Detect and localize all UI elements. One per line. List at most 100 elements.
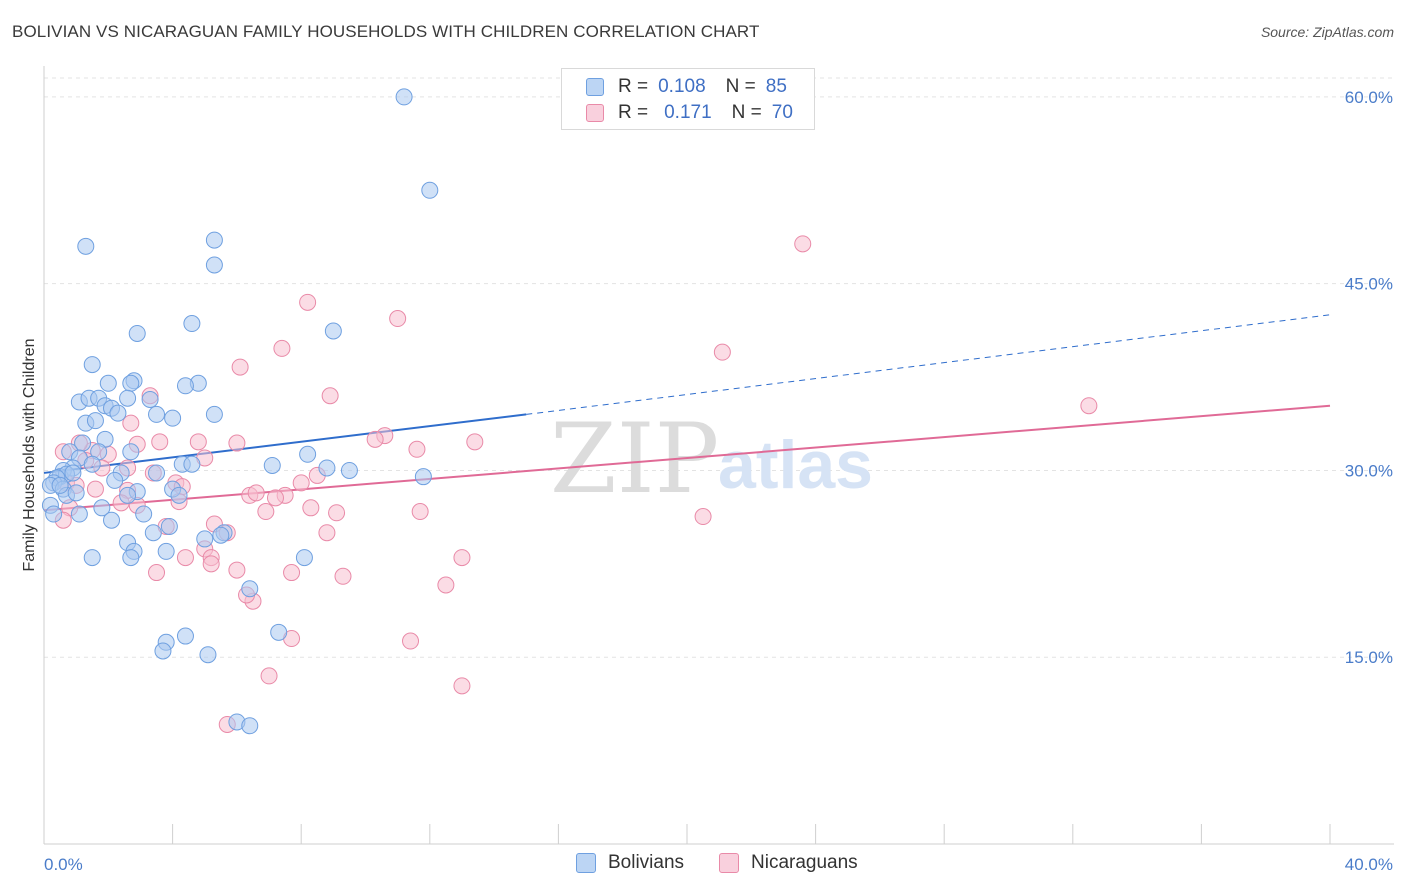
y-tick-labels: 15.0% 30.0% 45.0% 60.0%	[1345, 88, 1393, 667]
nicaraguan-point	[231, 358, 249, 376]
nicaraguan-point	[228, 561, 246, 579]
trend-line-bolivians	[43, 413, 527, 474]
bolivian-point	[414, 468, 432, 486]
nicaraguan-point	[437, 576, 455, 594]
bolivian-point	[103, 511, 121, 529]
nicaraguan-point	[334, 567, 352, 585]
nicaraguan-point	[366, 430, 384, 448]
nicaraguan-point	[453, 677, 471, 695]
bolivian-point	[270, 623, 288, 641]
nicaraguan-point	[794, 235, 812, 253]
chart-title: BOLIVIAN VS NICARAGUAN FAMILY HOUSEHOLDS…	[12, 22, 760, 41]
bolivian-point	[67, 484, 85, 502]
bolivian-point	[154, 642, 172, 660]
legend-n-value: 70	[771, 102, 793, 123]
nicaraguan-point	[176, 549, 194, 567]
x-ticks	[43, 824, 1331, 844]
legend-n-label: N =	[731, 102, 762, 123]
bolivian-point	[148, 464, 166, 482]
series-bolivians	[41, 88, 439, 735]
bolivian-point	[205, 405, 223, 423]
bolivian-point	[106, 471, 124, 489]
nicaraguan-point	[453, 549, 471, 567]
bolivian-point	[241, 717, 259, 735]
bolivian-point	[83, 356, 101, 374]
nicaraguan-point	[257, 503, 275, 521]
x-tick-labels: 0.0% 40.0%	[44, 855, 1393, 874]
trend-line-bolivians-extension	[526, 314, 1331, 415]
bottom-legend-nicaraguans: Nicaraguans	[719, 852, 858, 874]
bolivian-point	[324, 322, 342, 340]
y-tick-label: 30.0%	[1345, 461, 1393, 480]
bolivian-point	[83, 455, 101, 473]
legend: R = 0.108 N = 85 R = 0.171 N = 70	[561, 68, 815, 130]
legend-n-value: 85	[765, 76, 787, 97]
legend-swatch-nicaraguans	[586, 104, 604, 122]
legend-r-label: R =	[618, 102, 649, 123]
bolivian-point	[70, 505, 88, 523]
bolivian-point	[77, 237, 95, 255]
nicaraguan-point	[189, 433, 207, 451]
bolivian-point	[164, 409, 182, 427]
legend-swatch-bolivians	[586, 78, 604, 96]
bolivian-point	[183, 315, 201, 333]
y-tick-label: 15.0%	[1345, 648, 1393, 667]
nicaraguan-point	[273, 339, 291, 357]
legend-row-nicaraguans: R = 0.171 N = 70	[586, 101, 793, 125]
nicaraguan-point	[408, 440, 426, 458]
bolivian-point	[176, 377, 194, 395]
bolivian-point	[144, 524, 162, 542]
bolivian-point	[109, 404, 127, 422]
bottom-legend-swatch-bolivians	[576, 853, 596, 873]
bolivian-point	[170, 486, 188, 504]
bolivian-point	[51, 476, 69, 494]
bolivian-point	[83, 549, 101, 567]
nicaraguan-point	[402, 632, 420, 650]
nicaraguan-point	[148, 564, 166, 582]
nicaraguan-point	[228, 434, 246, 452]
bottom-legend-swatch-nicaraguans	[719, 853, 739, 873]
nicaraguan-point	[302, 499, 320, 517]
bolivian-point	[122, 443, 140, 461]
nicaraguan-point	[321, 387, 339, 405]
nicaraguan-point	[694, 508, 712, 526]
nicaraguan-point	[260, 667, 278, 685]
nicaraguan-point	[122, 414, 140, 432]
watermark: ZIP atlas	[550, 403, 873, 515]
nicaraguan-point	[247, 484, 265, 502]
bolivian-point	[122, 549, 140, 567]
nicaraguan-point	[283, 564, 301, 582]
bolivian-point	[421, 181, 439, 199]
nicaraguan-point	[466, 433, 484, 451]
bolivian-point	[199, 646, 217, 664]
y-axis-title: Family Households with Children	[21, 339, 38, 572]
nicaraguan-point	[86, 480, 104, 498]
nicaraguan-point	[328, 504, 346, 522]
y-tick-label: 60.0%	[1345, 88, 1393, 107]
x-tick-label-max: 40.0%	[1345, 855, 1393, 874]
bolivian-point	[141, 390, 159, 408]
bolivian-point	[176, 627, 194, 645]
bolivian-point	[45, 505, 63, 523]
x-tick-label-min: 0.0%	[44, 855, 83, 874]
watermark-atlas: atlas	[718, 427, 873, 503]
bolivian-point	[263, 456, 281, 474]
bolivian-point	[160, 517, 178, 535]
nicaraguan-point	[411, 503, 429, 521]
bottom-legend-label: Bolivians	[608, 852, 685, 873]
bolivian-point	[86, 412, 104, 430]
bolivian-point	[119, 486, 137, 504]
legend-r-label: R =	[618, 76, 649, 97]
nicaraguan-point	[151, 433, 169, 451]
bolivian-point	[212, 526, 230, 544]
bolivian-point	[122, 374, 140, 392]
nicaraguan-point	[266, 489, 284, 507]
bolivian-point	[241, 580, 259, 598]
bottom-legend: Bolivians Nicaraguans	[0, 852, 1406, 878]
nicaraguan-point	[202, 555, 220, 573]
bolivian-point	[64, 464, 82, 482]
axes	[43, 66, 1394, 845]
legend-r-value: 0.108	[658, 76, 706, 97]
nicaraguan-point	[292, 474, 310, 492]
